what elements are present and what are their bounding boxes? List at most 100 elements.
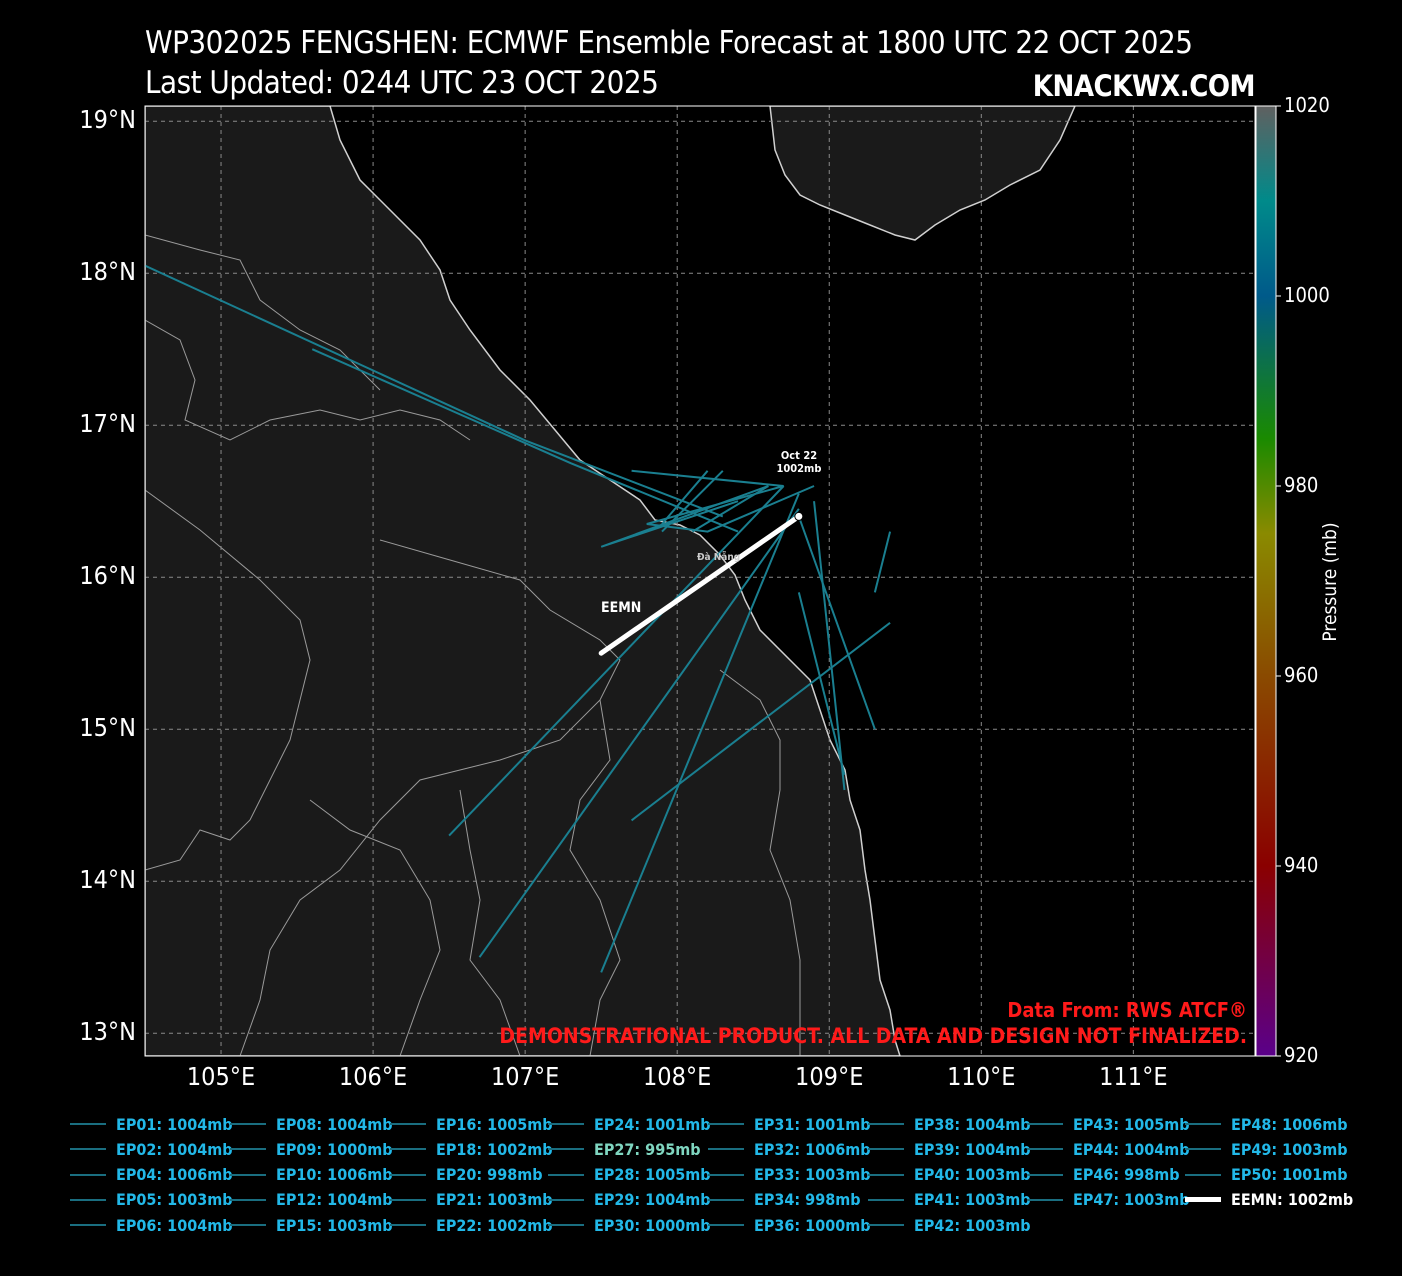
legend-swatch (708, 1123, 744, 1125)
colorbar-title: Pressure (mb) (1319, 522, 1341, 642)
legend-item: EP36: 1000mb (708, 1213, 871, 1237)
legend-label: EP04: 1006mb (116, 1165, 233, 1185)
lon-label: 107°E (490, 1062, 560, 1091)
legend-item: EP47: 1003mb (1027, 1188, 1190, 1212)
legend-swatch (70, 1148, 106, 1151)
ensemble-member-tracks (145, 264, 892, 973)
legend-item: EP06: 1004mb (70, 1213, 233, 1237)
colorbar-frame (1255, 105, 1277, 1057)
lon-label: 110°E (947, 1062, 1016, 1091)
legend-label: EP46: 998mb (1073, 1165, 1180, 1185)
legend-label: EP05: 1003mb (116, 1190, 233, 1210)
legend-label: EP38: 1004mb (914, 1114, 1031, 1134)
legend-swatch (70, 1123, 106, 1125)
legend-label: EP27: 995mb (594, 1139, 701, 1159)
legend-item: EP20: 998mb (390, 1163, 543, 1187)
legend-item: EP12: 1004mb (230, 1188, 393, 1212)
lat-label: 13°N (79, 1017, 136, 1047)
member-track (600, 485, 769, 548)
legend-swatch (1185, 1197, 1221, 1203)
lat-label: 16°N (79, 561, 136, 591)
start-label: Oct 22 1002mb (771, 449, 827, 475)
legend-swatch (390, 1224, 426, 1227)
legend-item: EP22: 1002mb (390, 1213, 553, 1237)
legend-item: EP32: 1006mb (708, 1137, 871, 1161)
member-track (630, 622, 891, 822)
colorbar-tick-label: 960 (1284, 663, 1319, 687)
lon-label: 111°E (1099, 1062, 1168, 1091)
legend-swatch (1185, 1123, 1221, 1125)
lon-label: 106°E (338, 1062, 408, 1091)
legend-item: EP48: 1006mb (1185, 1112, 1348, 1136)
legend-swatch (708, 1224, 744, 1227)
legend-swatch (230, 1198, 266, 1201)
legend-label: EP49: 1003mb (1231, 1139, 1348, 1159)
legend-item: EP28: 1005mb (548, 1163, 711, 1187)
legend-label: EEMN: 1002mb (1231, 1190, 1354, 1210)
legend-item: EP42: 1003mb (868, 1213, 1031, 1237)
legend-label: EP21: 1003mb (436, 1190, 553, 1210)
legend-item: EP50: 1001mb (1185, 1163, 1348, 1187)
legend-swatch (1027, 1123, 1063, 1125)
colorbar-tick-label: 1000 (1284, 283, 1330, 307)
member-track (661, 470, 724, 533)
legend-label: EP22: 1002mb (436, 1215, 553, 1235)
legend-item: EP10: 1006mb (230, 1163, 393, 1187)
legend-label: EP39: 1004mb (914, 1139, 1031, 1159)
member-track (631, 469, 815, 533)
legend-swatch (548, 1123, 584, 1125)
legend-swatch (390, 1198, 426, 1201)
lat-label: 15°N (79, 713, 136, 743)
legend-item: EP21: 1003mb (390, 1188, 553, 1212)
mean-track-line (598, 513, 802, 656)
legend-item: EP09: 1000mb (230, 1137, 393, 1161)
legend-swatch (1185, 1173, 1221, 1176)
legend-swatch (708, 1148, 744, 1151)
member-track (311, 348, 739, 533)
legend-item: EP02: 1004mb (70, 1137, 233, 1161)
legend-item: EP43: 1005mb (1027, 1112, 1190, 1136)
member-track (478, 508, 800, 958)
legend-swatch (548, 1173, 584, 1176)
legend-item: EP49: 1003mb (1185, 1137, 1348, 1161)
chart-title: WP302025 FENGSHEN: ECMWF Ensemble Foreca… (145, 25, 1193, 61)
legend-label: EP47: 1003mb (1073, 1190, 1190, 1210)
member-track (813, 501, 846, 791)
legend-label: EP48: 1006mb (1231, 1114, 1348, 1134)
legend-label: EP44: 1004mb (1073, 1139, 1190, 1159)
legend-label: EP36: 1000mb (754, 1215, 871, 1235)
start-pressure: 1002mb (776, 462, 822, 475)
legend-label: EP10: 1006mb (276, 1165, 393, 1185)
brand-logo-text: KNACKWX.COM (1032, 69, 1256, 103)
legend-item: EP31: 1001mb (708, 1112, 871, 1136)
legend-label: EP15: 1003mb (276, 1215, 393, 1235)
legend-item: EP04: 1006mb (70, 1163, 233, 1187)
legend-swatch (548, 1198, 584, 1201)
legend-swatch (548, 1148, 584, 1151)
legend-swatch (708, 1173, 744, 1176)
ensemble-mean-track (598, 511, 804, 656)
legend-label: EP32: 1006mb (754, 1139, 871, 1159)
legend-swatch (1027, 1173, 1063, 1176)
colorbar-tick-label: 980 (1284, 473, 1319, 497)
legend-label: EP12: 1004mb (276, 1190, 393, 1210)
lon-label: 109°E (795, 1062, 864, 1091)
pressure-colorbar (1256, 106, 1276, 1056)
legend-swatch (868, 1173, 904, 1176)
disclaimer: DEMONSTRATIONAL PRODUCT. ALL DATA AND DE… (499, 1024, 1247, 1048)
legend-item: EEMN: 1002mb (1185, 1188, 1353, 1212)
legend-label: EP02: 1004mb (116, 1139, 233, 1159)
lat-label: 18°N (79, 257, 136, 287)
legend-swatch (70, 1198, 106, 1201)
legend-label: EP28: 1005mb (594, 1165, 711, 1185)
member-track (145, 264, 724, 518)
land-hainan (769, 106, 1076, 241)
colorbar-tick-label: 940 (1284, 853, 1319, 877)
start-point (794, 511, 804, 521)
legend-label: EP30: 1000mb (594, 1215, 711, 1235)
legend-swatch (230, 1173, 266, 1176)
legend-swatch (868, 1123, 904, 1125)
colorbar-tick-label: 1020 (1284, 93, 1330, 117)
legend-swatch (230, 1123, 266, 1125)
legend-swatch (868, 1198, 904, 1201)
